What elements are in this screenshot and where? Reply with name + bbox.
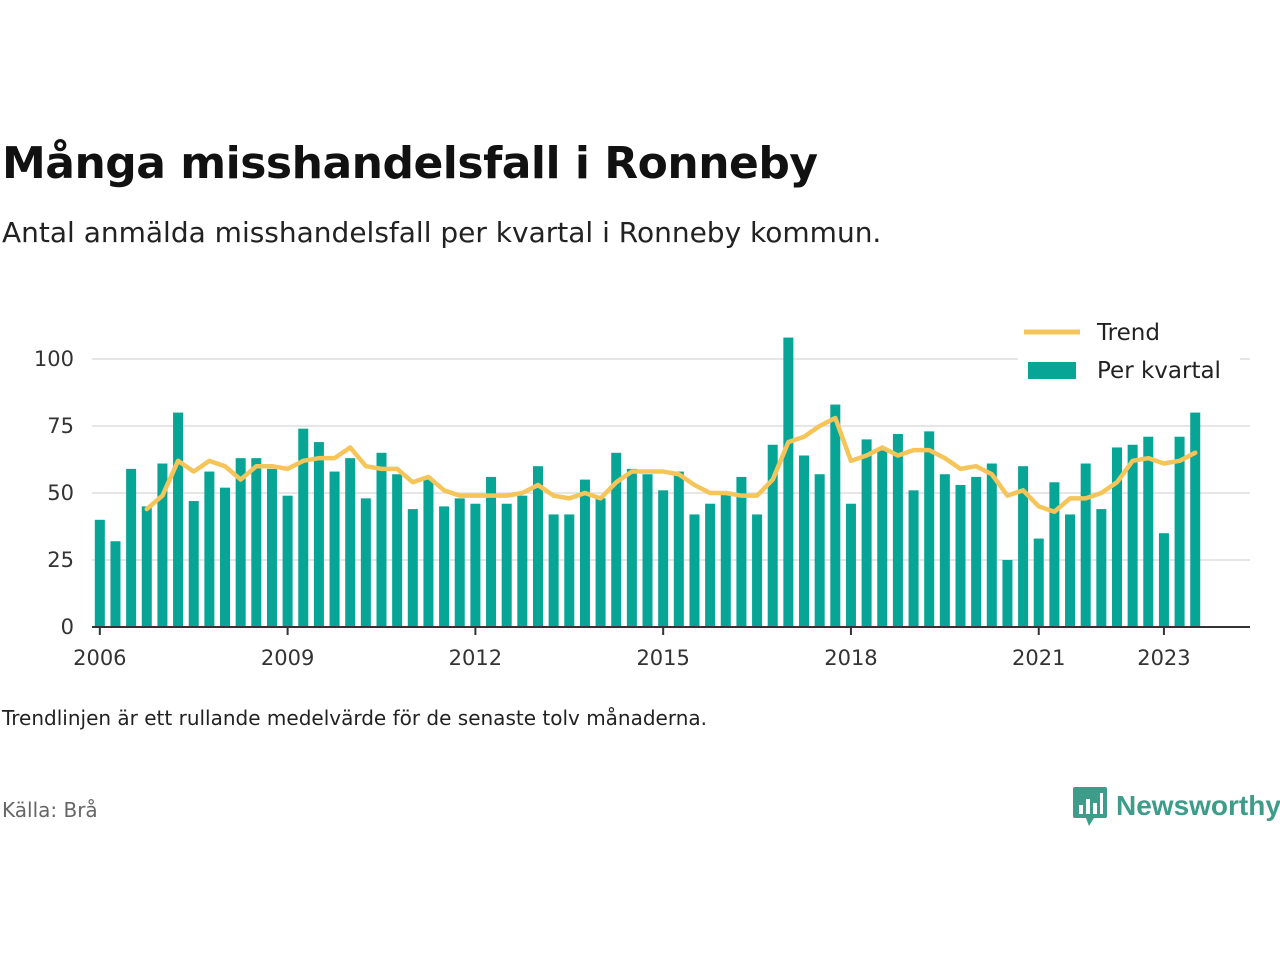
bar[interactable]: [470, 503, 481, 627]
bar[interactable]: [626, 468, 637, 627]
source-label: Källa: Brå: [2, 798, 98, 822]
bar[interactable]: [1002, 560, 1013, 627]
x-tick-label: 2006: [73, 646, 126, 670]
brand-logo[interactable]: Newsworthy: [1072, 784, 1280, 828]
bar[interactable]: [939, 474, 950, 627]
bar[interactable]: [423, 479, 434, 627]
y-tick-label: 100: [34, 347, 74, 371]
bar[interactable]: [1080, 463, 1091, 627]
bar[interactable]: [830, 404, 841, 627]
bar[interactable]: [282, 495, 293, 627]
bar[interactable]: [689, 514, 700, 627]
bar[interactable]: [251, 458, 262, 627]
bar[interactable]: [94, 519, 105, 627]
bar[interactable]: [720, 493, 731, 627]
bar[interactable]: [877, 450, 888, 627]
bar[interactable]: [736, 476, 747, 627]
bar[interactable]: [845, 503, 856, 627]
bar[interactable]: [329, 471, 340, 627]
bar[interactable]: [235, 458, 246, 627]
bar[interactable]: [501, 503, 512, 627]
bar[interactable]: [908, 490, 919, 627]
bar[interactable]: [407, 509, 418, 627]
bar[interactable]: [110, 541, 121, 627]
bar[interactable]: [767, 444, 778, 627]
bar[interactable]: [298, 428, 309, 627]
brand-name: Newsworthy: [1116, 790, 1280, 821]
bar[interactable]: [313, 442, 324, 627]
bar[interactable]: [392, 474, 403, 627]
bar[interactable]: [266, 468, 277, 627]
x-tick-label: 2012: [449, 646, 502, 670]
bar[interactable]: [1190, 412, 1201, 627]
bar[interactable]: [579, 479, 590, 627]
bar[interactable]: [783, 337, 794, 627]
bar[interactable]: [220, 487, 231, 627]
bar[interactable]: [376, 452, 387, 627]
bar[interactable]: [1033, 538, 1044, 627]
bar[interactable]: [658, 490, 669, 627]
y-tick-label: 50: [47, 481, 74, 505]
bar[interactable]: [986, 463, 997, 627]
bar-chart-speech-bubble-icon: [1073, 787, 1107, 826]
bar[interactable]: [204, 471, 215, 627]
bar[interactable]: [188, 501, 199, 627]
bar[interactable]: [861, 439, 872, 627]
bar[interactable]: [1018, 466, 1029, 627]
y-tick-label: 25: [47, 548, 74, 572]
bar[interactable]: [564, 514, 575, 627]
bar[interactable]: [173, 412, 184, 627]
bar[interactable]: [360, 498, 371, 627]
x-tick-label: 2009: [261, 646, 314, 670]
chart-note: Trendlinjen är ett rullande medelvärde f…: [2, 706, 708, 730]
legend-bar-label: Per kvartal: [1097, 358, 1221, 384]
bar[interactable]: [157, 463, 168, 627]
x-tick-label: 2023: [1137, 646, 1190, 670]
bar[interactable]: [971, 476, 982, 627]
bar[interactable]: [141, 506, 152, 627]
legend-trend-label: Trend: [1096, 320, 1160, 346]
bar[interactable]: [548, 514, 559, 627]
bar[interactable]: [1174, 436, 1185, 627]
bar[interactable]: [673, 471, 684, 627]
y-tick-label: 75: [47, 414, 74, 438]
bar[interactable]: [345, 458, 356, 627]
bar[interactable]: [799, 455, 810, 627]
chart: 0 25 50 75 100 2006 2009 2012 2015 2018 2021 2023 Tr…: [34, 310, 1250, 670]
bar[interactable]: [1143, 436, 1154, 627]
bar[interactable]: [752, 514, 763, 627]
bar[interactable]: [1158, 533, 1169, 627]
bar[interactable]: [126, 468, 137, 627]
bar[interactable]: [1065, 514, 1076, 627]
x-tick-label: 2021: [1012, 646, 1065, 670]
bar[interactable]: [924, 431, 935, 627]
bar[interactable]: [705, 503, 716, 627]
bar[interactable]: [1049, 482, 1060, 627]
bar[interactable]: [517, 495, 528, 627]
x-tick-label: 2015: [636, 646, 689, 670]
x-tick-label: 2018: [824, 646, 877, 670]
bar[interactable]: [454, 498, 465, 627]
bar[interactable]: [532, 466, 543, 627]
bar[interactable]: [642, 474, 653, 627]
trend-line[interactable]: [144, 415, 1198, 515]
bar[interactable]: [892, 434, 903, 627]
chart-title: Många misshandelsfall i Ronneby: [2, 138, 818, 189]
legend-box: [1018, 310, 1240, 394]
bar[interactable]: [1096, 509, 1107, 627]
bar[interactable]: [1111, 447, 1122, 627]
bar[interactable]: [1127, 444, 1138, 627]
chart-subtitle: Antal anmälda misshandelsfall per kvarta…: [2, 216, 882, 249]
bar[interactable]: [595, 498, 606, 627]
bar[interactable]: [955, 484, 966, 627]
bar[interactable]: [439, 506, 450, 627]
bar[interactable]: [486, 476, 497, 627]
bar[interactable]: [814, 474, 825, 627]
y-tick-label: 0: [61, 615, 74, 639]
legend-bar-swatch: [1028, 362, 1076, 379]
bar[interactable]: [611, 452, 622, 627]
